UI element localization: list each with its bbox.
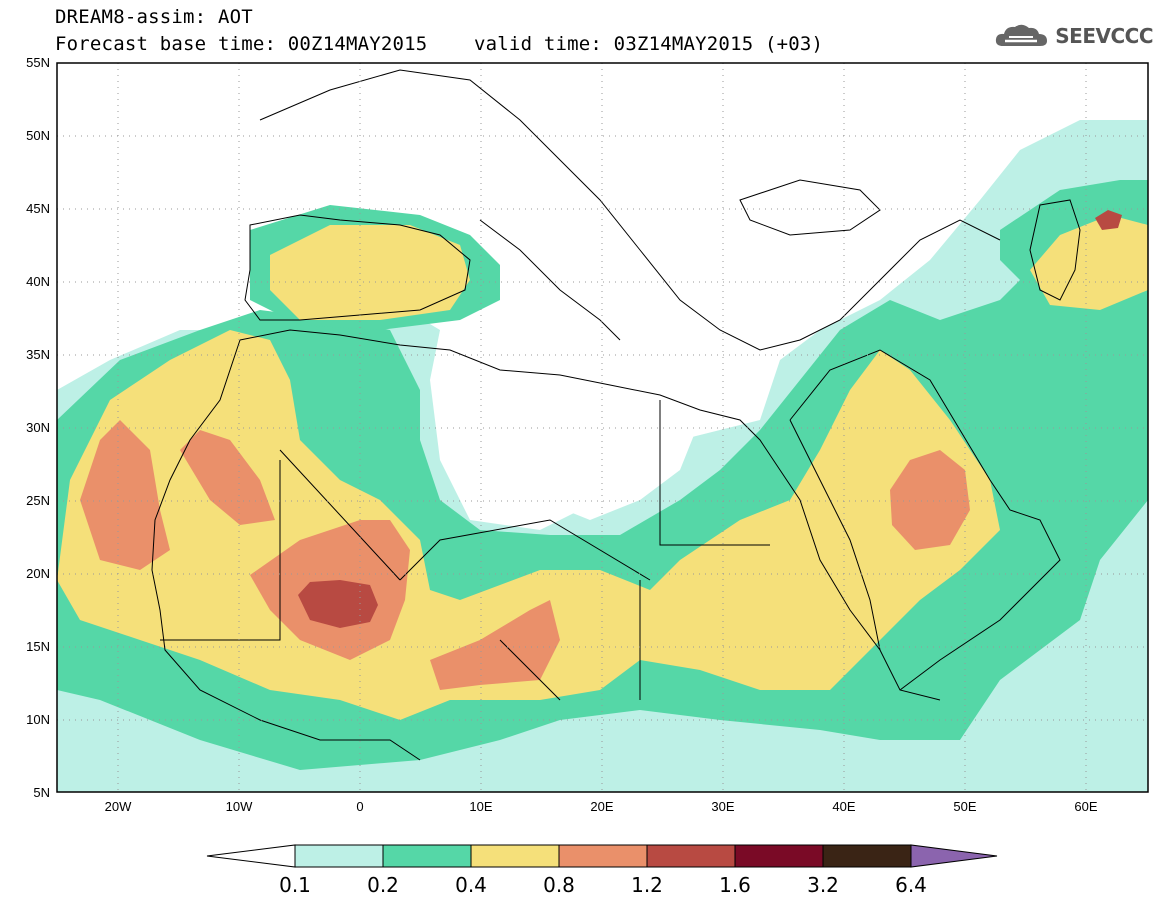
aot-low-north-sahara — [450, 370, 700, 520]
lat-label: 25N — [26, 493, 50, 508]
map-frame — [56, 62, 1149, 793]
forecast-base-time: Forecast base time: 00Z14MAY2015 — [55, 33, 428, 55]
aot-field — [57, 63, 1148, 792]
aot-band-0-8-arabia — [890, 450, 970, 550]
cloud-logo-icon — [996, 24, 1048, 46]
coastline-west-africa — [151, 339, 421, 761]
lat-label: 5N — [33, 785, 50, 800]
colorbar-swatch — [294, 844, 384, 868]
lon-label: 40E — [832, 799, 855, 814]
seevccc-logo: SEEVCCC — [995, 22, 1153, 50]
colorbar-swatch — [646, 844, 736, 868]
colorbar-high-arrow — [910, 844, 998, 868]
colorbar-swatch — [558, 844, 648, 868]
coastline-red-sea — [789, 419, 881, 651]
lon-label: 10W — [226, 799, 253, 814]
lon-label: 20E — [590, 799, 613, 814]
lon-label: 60E — [1074, 799, 1097, 814]
aot-band-0-4-caspian — [1030, 215, 1148, 310]
lon-label: 10E — [469, 799, 492, 814]
lat-label: 20N — [26, 566, 50, 581]
colorbar-label: 0.1 — [279, 873, 311, 897]
coastline-black-sea — [739, 179, 881, 236]
coastline-north-africa — [239, 329, 941, 701]
aot-low-europe — [57, 63, 1148, 530]
coastlines — [151, 69, 1081, 761]
colorbar-label: 0.8 — [543, 873, 575, 897]
lat-label: 30N — [26, 420, 50, 435]
colorbar: 0.1 0.2 0.4 0.8 1.2 1.6 3.2 6.4 — [206, 844, 998, 897]
lat-label: 55N — [26, 55, 50, 70]
time-info: Forecast base time: 00Z14MAY2015 valid t… — [55, 33, 823, 55]
lon-label: 20W — [105, 799, 132, 814]
coastline-italy — [479, 219, 621, 341]
colorbar-label: 6.4 — [895, 873, 927, 897]
lat-label: 10N — [26, 712, 50, 727]
lat-label: 15N — [26, 639, 50, 654]
aot-band-0-8-west — [80, 420, 170, 570]
aot-band-1-2-caspian — [1095, 210, 1122, 230]
latitude-labels: 55N 50N 45N 40N 35N 30N 25N 20N 15N 10N … — [26, 55, 50, 800]
colorbar-swatch — [470, 844, 560, 868]
lon-label: 50E — [953, 799, 976, 814]
aot-band-1-2-core — [298, 580, 378, 628]
lon-label: 30E — [711, 799, 734, 814]
lat-label: 45N — [26, 201, 50, 216]
coastline-iberia — [244, 214, 471, 321]
lon-label: 0 — [356, 799, 363, 814]
colorbar-swatch — [382, 844, 472, 868]
lat-label: 50N — [26, 128, 50, 143]
aot-band-0-4-iberia — [270, 225, 470, 320]
lat-label: 35N — [26, 347, 50, 362]
valid-time: valid time: 03Z14MAY2015 (+03) — [474, 33, 824, 55]
colorbar-label: 0.4 — [455, 873, 487, 897]
colorbar-swatch — [822, 844, 912, 868]
logo-text: SEEVCCC — [1055, 24, 1153, 48]
coastline-caspian — [1029, 199, 1081, 301]
lat-label: 40N — [26, 274, 50, 289]
border-lines — [160, 400, 770, 701]
colorbar-label: 1.2 — [631, 873, 663, 897]
colorbar-label: 3.2 — [807, 873, 839, 897]
colorbar-low-arrow — [206, 844, 296, 868]
colorbar-label: 1.6 — [719, 873, 751, 897]
longitude-labels: 20W 10W 0 10E 20E 30E 40E 50E 60E — [105, 799, 1098, 814]
coastline-europe — [259, 69, 1001, 351]
map-title: DREAM8-assim: AOT — [55, 6, 253, 28]
colorbar-swatch — [734, 844, 824, 868]
colorbar-label: 0.2 — [367, 873, 399, 897]
aot-band-0-8-morocco — [180, 430, 275, 525]
coastline-arabia — [789, 349, 1061, 691]
